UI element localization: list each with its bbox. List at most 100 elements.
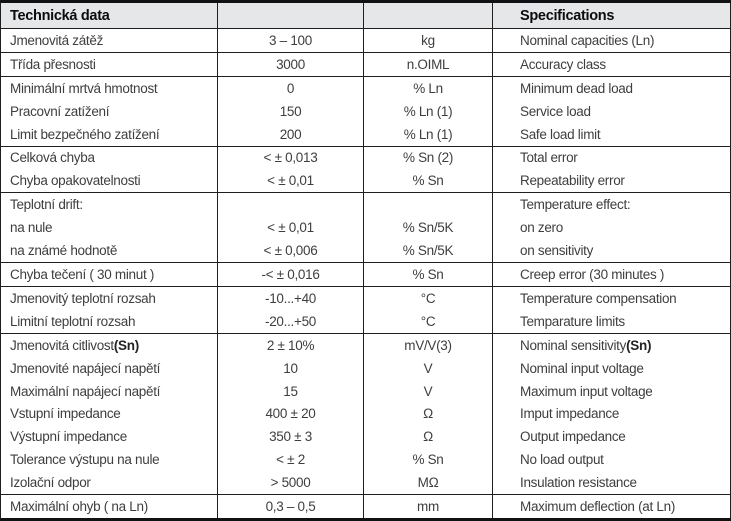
table-row: Minimální mrtvá hmotnost 0 % Ln Minimum …: [1, 76, 730, 100]
value-cell: 15: [218, 379, 364, 403]
table-row: Třída přesnosti 3000 n.OIML Accuracy cla…: [1, 52, 730, 77]
czech-label: Jmenovité napájecí napětí: [1, 356, 218, 380]
value-cell: 200: [218, 122, 364, 146]
header-unit-column: [364, 3, 493, 28]
value-cell: -10...+40: [218, 286, 364, 310]
value-cell: < ± 0,013: [218, 146, 364, 170]
czech-label: Vstupní impedance: [1, 402, 218, 426]
unit-cell: MΩ: [364, 471, 493, 495]
value-cell: 3 – 100: [218, 29, 364, 52]
table-row: Tolerance výstupu na nule < ± 2 % Sn No …: [1, 448, 730, 472]
value-cell: -< ± 0,016: [218, 263, 364, 286]
czech-label: Limit bezpečného zatížení: [1, 122, 218, 146]
english-label: Repeatability error: [520, 173, 625, 189]
value-cell: 3000: [218, 52, 364, 76]
czech-label: Celková chyba: [1, 146, 218, 170]
czech-label: na nule: [1, 216, 218, 240]
czech-label: Chyba opakovatelnosti: [1, 169, 218, 193]
unit-cell: [364, 193, 493, 217]
english-label: Safe load limit: [520, 126, 601, 142]
value-cell: [218, 193, 364, 217]
table-row: na známé hodnotě < ± 0,006 % Sn/5K on se…: [1, 239, 730, 264]
czech-label: Chyba tečení ( 30 minut ): [1, 263, 218, 286]
value-cell: 2 ± 10%: [218, 333, 364, 357]
unit-cell: % Sn/5K: [364, 216, 493, 240]
value-cell: < ± 0,01: [218, 169, 364, 193]
header-czech-title: Technická data: [1, 3, 218, 28]
english-label: Maximum input voltage: [520, 383, 653, 399]
czech-label: Maximální ohyb ( na Ln): [1, 495, 218, 518]
czech-label: Třída přesnosti: [1, 52, 218, 76]
czech-label: na známé hodnotě: [1, 239, 218, 263]
unit-cell: % Sn: [364, 263, 493, 286]
english-label: Creep error (30 minutes ): [520, 267, 665, 283]
table-row: Limit bezpečného zatížení 200 % Ln (1) S…: [1, 122, 730, 147]
header-value-column: [218, 3, 364, 28]
english-label: Nominal sensitivity (Sn): [520, 337, 652, 353]
english-label: Accuracy class: [520, 56, 606, 72]
value-cell: 10: [218, 356, 364, 380]
unit-cell: % Sn: [364, 169, 493, 193]
english-label: Insulation resistance: [520, 475, 637, 491]
czech-label: Maximální napájecí napětí: [1, 379, 218, 403]
czech-label: Jmenovitá citlivost (Sn): [1, 333, 218, 357]
unit-cell: n.OIML: [364, 52, 493, 76]
table-row: Výstupní impedance 350 ± 3 Ω Output impe…: [1, 425, 730, 449]
table-row: na nule < ± 0,01 % Sn/5K on zero: [1, 216, 730, 240]
table-row: Pracovní zatížení 150 % Ln (1) Service l…: [1, 99, 730, 123]
unit-cell: % Sn (2): [364, 146, 493, 170]
unit-cell: % Ln (1): [364, 122, 493, 146]
czech-label: Izolační odpor: [1, 471, 218, 495]
czech-label: Jmenovitý teplotní rozsah: [1, 286, 218, 310]
unit-cell: kg: [364, 29, 493, 52]
unit-cell: V: [364, 356, 493, 380]
table-row: Jmenovitý teplotní rozsah -10...+40 °C T…: [1, 286, 730, 310]
value-cell: < ± 0,006: [218, 239, 364, 263]
english-label: Nominal input voltage: [520, 360, 644, 376]
unit-cell: °C: [364, 286, 493, 310]
table-row: Jmenovité napájecí napětí 10 V Nominal i…: [1, 356, 730, 380]
unit-cell: % Ln (1): [364, 99, 493, 123]
english-label: Service load: [520, 103, 591, 119]
value-cell: 400 ± 20: [218, 402, 364, 426]
value-cell: 0,3 – 0,5: [218, 495, 364, 518]
unit-cell: % Ln: [364, 76, 493, 100]
unit-cell: Ω: [364, 425, 493, 449]
value-cell: > 5000: [218, 471, 364, 495]
czech-label: Limitní teplotní rozsah: [1, 309, 218, 333]
value-cell: 0: [218, 76, 364, 100]
table-row: Vstupní impedance 400 ± 20 Ω Imput imped…: [1, 402, 730, 426]
value-cell: 350 ± 3: [218, 425, 364, 449]
table-row: Izolační odpor > 5000 MΩ Insulation resi…: [1, 471, 730, 496]
czech-label: Minimální mrtvá hmotnost: [1, 76, 218, 100]
table-row: Limitní teplotní rozsah -20...+50 °C Tem…: [1, 309, 730, 334]
czech-label: Teplotní drift:: [1, 193, 218, 217]
czech-label: Pracovní zatížení: [1, 99, 218, 123]
unit-cell: mV/V(3): [364, 333, 493, 357]
table-row: Maximální ohyb ( na Ln) 0,3 – 0,5 mm Max…: [1, 495, 730, 518]
unit-cell: % Sn: [364, 448, 493, 472]
english-label: Temperature effect:: [520, 197, 631, 213]
english-label: Output impedance: [520, 429, 626, 445]
english-label: Minimum dead load: [520, 80, 633, 96]
english-label: Nominal capacities (Ln): [520, 32, 655, 48]
value-cell: < ± 0,01: [218, 216, 364, 240]
table-row: Celková chyba < ± 0,013 % Sn (2) Total e…: [1, 146, 730, 170]
value-cell: 150: [218, 99, 364, 123]
unit-cell: % Sn/5K: [364, 239, 493, 263]
czech-label: Jmenovitá zátěž: [1, 29, 218, 52]
table-row: Jmenovitá zátěž 3 – 100 kg Nominal capac…: [1, 29, 730, 53]
english-label: Total error: [520, 150, 578, 166]
unit-cell: V: [364, 379, 493, 403]
table-row: Maximální napájecí napětí 15 V Maximum i…: [1, 379, 730, 403]
unit-cell: mm: [364, 495, 493, 518]
table-row: Chyba opakovatelnosti < ± 0,01 % Sn Repe…: [1, 169, 730, 194]
english-label: No load output: [520, 452, 604, 468]
english-label: on sensitivity: [520, 243, 594, 259]
unit-cell: Ω: [364, 402, 493, 426]
table-row: Chyba tečení ( 30 minut ) -< ± 0,016 % S…: [1, 263, 730, 287]
value-cell: < ± 2: [218, 448, 364, 472]
english-label: Temparature limits: [520, 313, 625, 329]
english-label: Imput impedance: [520, 406, 620, 422]
